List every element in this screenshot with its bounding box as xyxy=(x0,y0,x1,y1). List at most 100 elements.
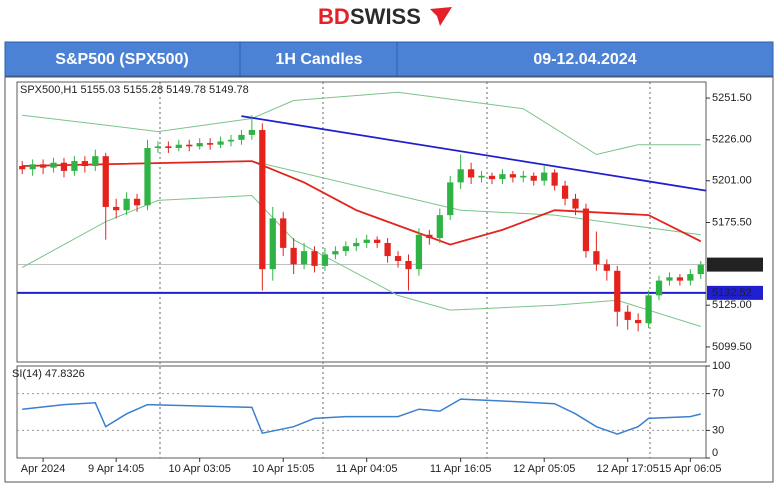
logo: BD SWISS xyxy=(318,4,452,29)
x-tick-label: 9 Apr 14:05 xyxy=(88,463,144,475)
candle-body xyxy=(186,144,193,147)
candle-body xyxy=(436,215,443,239)
candle-body xyxy=(342,246,349,252)
candle-body xyxy=(248,129,256,135)
candle-body xyxy=(311,251,318,266)
candle-body xyxy=(415,234,423,270)
y-tick-label: 5175.50 xyxy=(712,216,752,228)
candle-body xyxy=(520,175,527,178)
y-tick-label: 30 xyxy=(712,424,724,436)
candle-body xyxy=(50,162,57,168)
candle-body xyxy=(19,166,26,170)
candle-body xyxy=(144,147,151,206)
candle-body xyxy=(332,251,339,255)
candle-body xyxy=(81,161,88,166)
indicator-line xyxy=(21,194,701,327)
candle-body xyxy=(227,139,235,142)
header-bar xyxy=(4,41,774,77)
candle-body xyxy=(478,175,485,178)
candle-body xyxy=(217,141,224,145)
indicator-line xyxy=(22,160,702,246)
candle-body xyxy=(426,234,433,239)
x-tick-label: 12 Apr 05:05 xyxy=(513,463,575,475)
candle-body xyxy=(238,134,245,140)
x-tick-label: 11 Apr 16:05 xyxy=(430,463,492,475)
candle-body xyxy=(593,251,600,265)
candle-body xyxy=(467,169,475,178)
x-tick-label: 15 Apr 06:05 xyxy=(659,463,721,475)
candle-body xyxy=(603,264,610,271)
current-price-label: 5149.78 xyxy=(712,259,752,271)
rsi-title: SI(14) 47.8326 xyxy=(12,368,85,380)
candle-body xyxy=(60,162,68,171)
candle-body xyxy=(269,218,276,270)
candle-body xyxy=(645,295,652,324)
candle-body xyxy=(206,143,214,145)
candle-body xyxy=(582,208,590,252)
y-tick-label: 5201.00 xyxy=(712,175,752,187)
y-tick-label: 5125.00 xyxy=(712,299,752,311)
candle-body xyxy=(300,251,308,265)
candle-body xyxy=(154,146,162,148)
logo-mark xyxy=(430,7,452,26)
candle-body xyxy=(113,206,120,211)
candle-body xyxy=(165,146,172,148)
logo-text: SWISS xyxy=(350,4,421,29)
candle-body xyxy=(572,198,579,209)
header-dates: 09-12.04.2024 xyxy=(533,51,636,68)
rsi-panel xyxy=(16,365,707,459)
candle-body xyxy=(71,161,78,171)
candle-body xyxy=(530,175,537,181)
chart-frame xyxy=(4,76,774,483)
candle-body xyxy=(374,239,381,243)
candle-body xyxy=(499,174,506,180)
candle-body xyxy=(39,164,47,168)
indicator-line xyxy=(22,91,701,156)
candle-body xyxy=(541,172,548,181)
candle-body xyxy=(509,174,517,178)
candle-body xyxy=(363,239,370,243)
indicator-line xyxy=(241,115,707,192)
y-tick-label: 5226.00 xyxy=(712,134,752,146)
y-tick-label: 5251.50 xyxy=(712,92,752,104)
candle-body xyxy=(280,218,287,248)
candle-body xyxy=(123,198,130,211)
y-tick-label: 100 xyxy=(712,360,730,372)
candle-body xyxy=(175,144,182,148)
candle-body xyxy=(405,260,412,270)
level-label: 5132.52 xyxy=(712,287,752,299)
candle-body xyxy=(655,280,663,296)
x-tick-label: 12 Apr 17:05 xyxy=(597,463,659,475)
candle-body xyxy=(394,256,402,261)
candle-body xyxy=(624,311,631,320)
logo-text: BD xyxy=(318,4,350,29)
x-tick-label: 11 Apr 04:05 xyxy=(336,463,398,475)
y-tick-label: 0 xyxy=(712,447,718,459)
candle-body xyxy=(687,274,694,281)
header-timeframe: 1H Candles xyxy=(275,51,362,68)
candle-body xyxy=(697,264,704,275)
candle-body xyxy=(29,164,36,170)
candle-body xyxy=(321,254,329,266)
candle-body xyxy=(666,277,673,281)
chart-info: SPX500,H1 5155.03 5155.28 5149.78 5149.7… xyxy=(20,84,249,96)
x-tick-label: Apr 2024 xyxy=(21,463,66,475)
candle-body xyxy=(457,169,464,183)
level-box xyxy=(707,285,763,300)
x-tick-label: 10 Apr 03:05 xyxy=(168,463,230,475)
candle-body xyxy=(196,143,203,147)
candle-body xyxy=(551,172,558,186)
candle-body xyxy=(353,242,360,247)
y-tick-label: 70 xyxy=(712,388,724,400)
candle-body xyxy=(102,156,109,207)
rsi-line xyxy=(22,398,701,435)
candle-body xyxy=(676,277,684,281)
candle-body xyxy=(384,242,391,257)
candle-body xyxy=(614,270,621,312)
x-tick-label: 10 Apr 15:05 xyxy=(252,463,314,475)
candle-body xyxy=(133,198,141,206)
y-tick-label: 5099.50 xyxy=(712,341,752,353)
candle-body xyxy=(290,247,297,265)
candle-body xyxy=(635,319,642,324)
current-price-box xyxy=(707,257,763,272)
